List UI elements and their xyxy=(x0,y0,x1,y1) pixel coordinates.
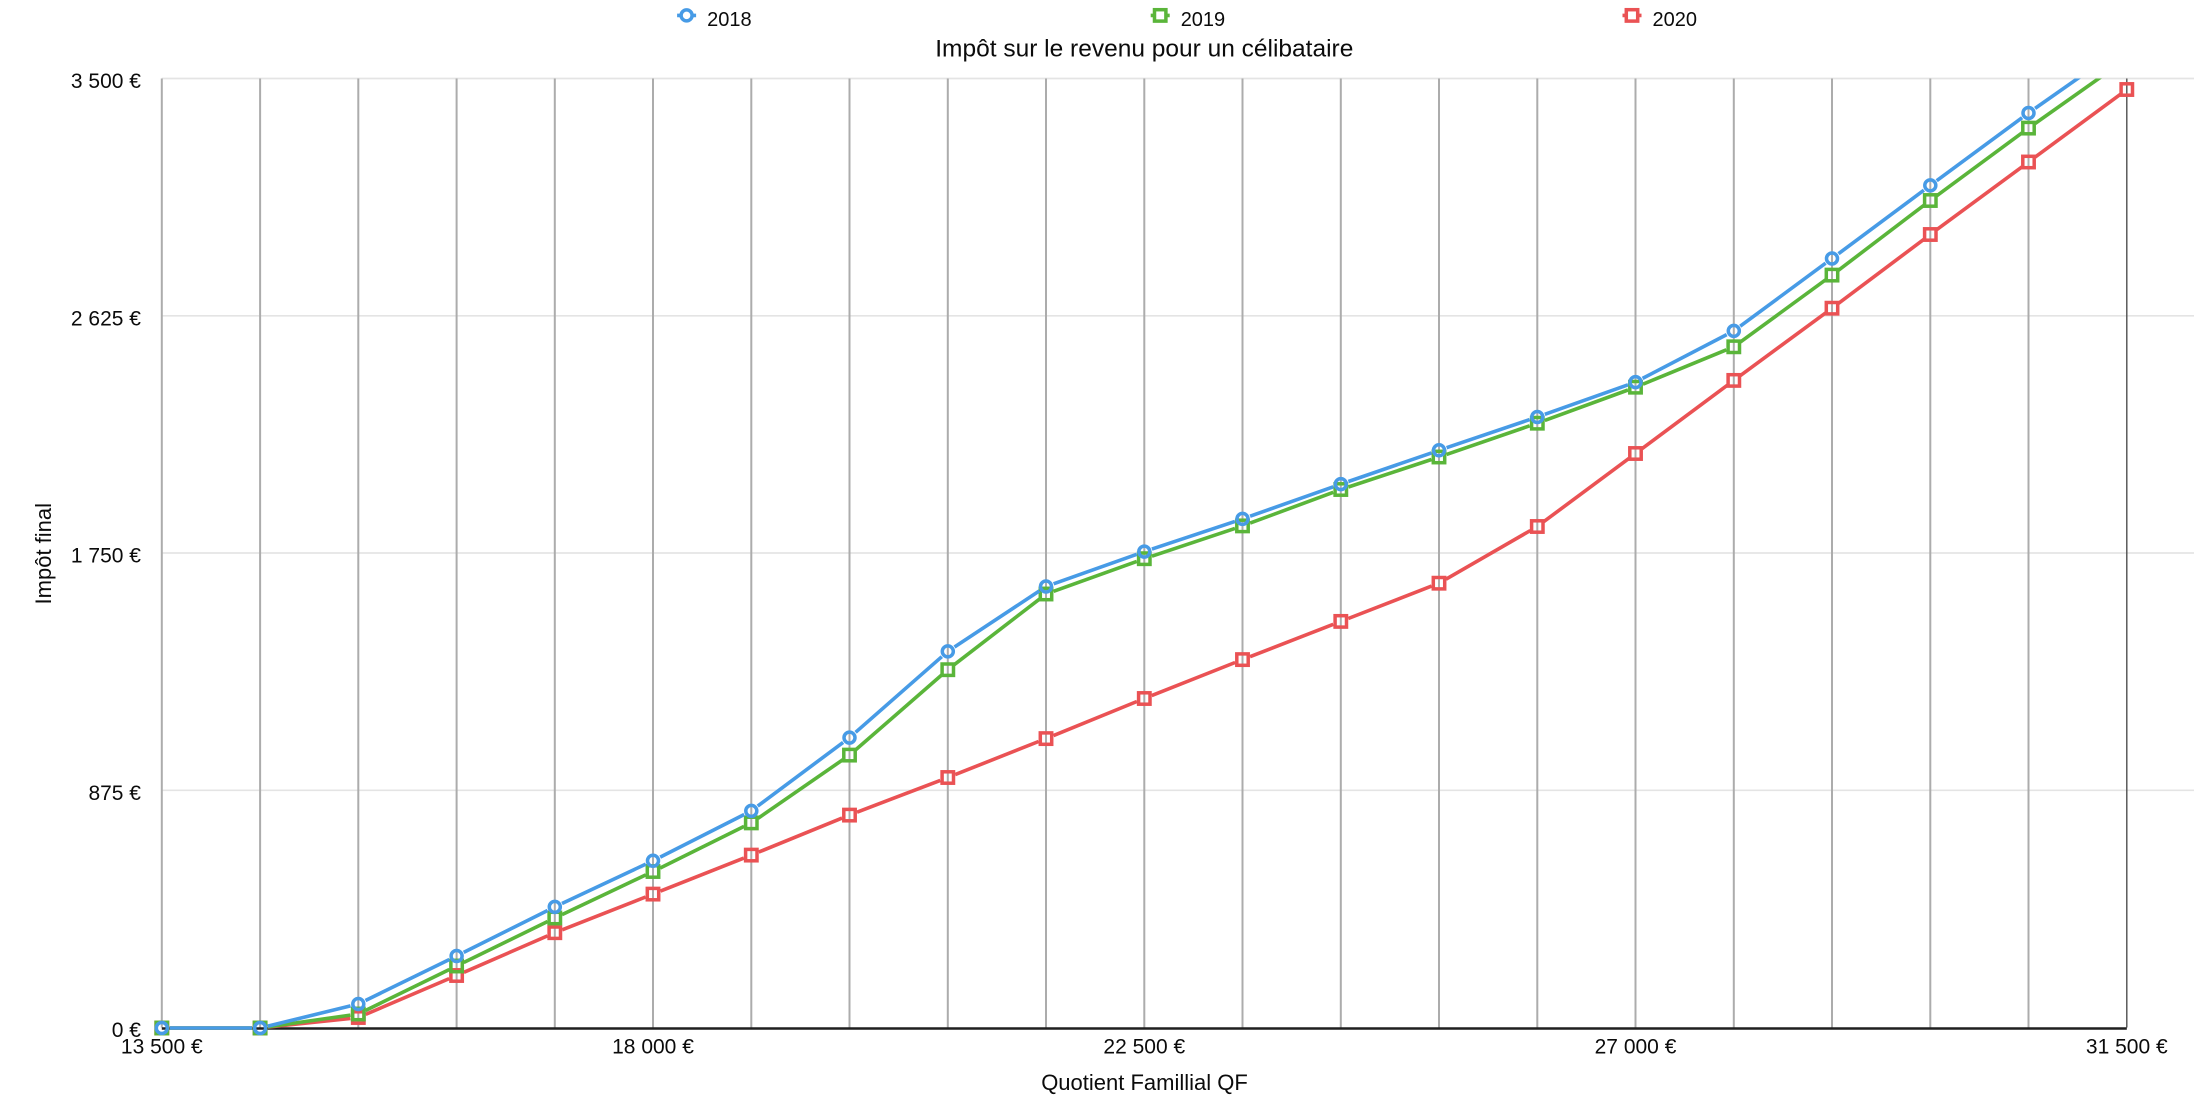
svg-text:3 500 €: 3 500 € xyxy=(71,70,141,93)
svg-text:2019: 2019 xyxy=(1181,9,1226,31)
svg-text:13 500 €: 13 500 € xyxy=(121,1036,203,1059)
svg-text:2020: 2020 xyxy=(1653,9,1698,31)
svg-text:1 750 €: 1 750 € xyxy=(71,545,141,568)
svg-text:27 000 €: 27 000 € xyxy=(1595,1036,1677,1059)
svg-text:Impôt final: Impôt final xyxy=(31,503,56,605)
svg-text:0 €: 0 € xyxy=(112,1019,142,1042)
svg-text:18 000 €: 18 000 € xyxy=(612,1036,694,1059)
svg-text:Quotient Famillial QF: Quotient Famillial QF xyxy=(1041,1070,1248,1095)
svg-text:Impôt sur le revenu pour un cé: Impôt sur le revenu pour un célibataire xyxy=(935,35,1353,62)
svg-text:875 €: 875 € xyxy=(88,782,141,805)
svg-text:22 500 €: 22 500 € xyxy=(1103,1036,1185,1059)
svg-text:2018: 2018 xyxy=(707,9,752,31)
svg-text:2 625 €: 2 625 € xyxy=(71,307,141,330)
svg-text:31 500 €: 31 500 € xyxy=(2086,1036,2168,1059)
